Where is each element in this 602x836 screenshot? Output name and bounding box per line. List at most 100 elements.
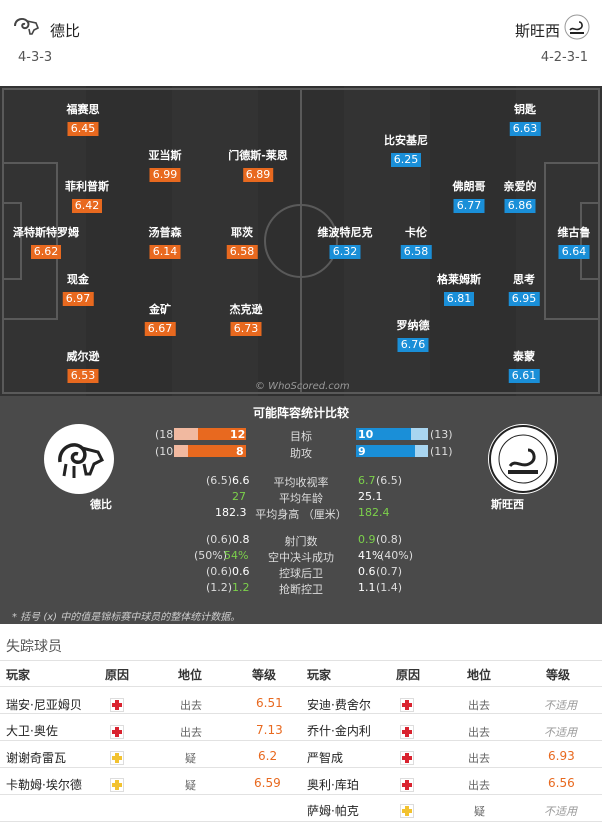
doubt-icon <box>110 751 124 765</box>
away-goals-total: (13) <box>430 428 453 441</box>
player-rating: 6.99 <box>149 168 181 182</box>
home-player[interactable]: 威尔逊 6.53 <box>66 350 100 383</box>
away-player[interactable]: 亲爱的 6.86 <box>503 180 537 213</box>
player-rating: 6.95 <box>508 292 540 306</box>
player-rating: 6.62 <box>30 245 62 259</box>
player-name[interactable]: 安迪·费舍尔 <box>307 698 371 712</box>
away-goals-bar <box>356 428 411 440</box>
home-player[interactable]: 亚当斯 6.99 <box>148 149 182 182</box>
player-rating: 6.81 <box>443 292 475 306</box>
player-rating: 6.14 <box>149 245 181 259</box>
player-name[interactable]: 大卫·奥佐 <box>6 724 58 738</box>
player-rating: 6.64 <box>558 245 590 259</box>
player-rating: 6.58 <box>400 245 432 259</box>
player-rating: 6.67 <box>144 322 176 336</box>
player-name[interactable]: 奥利·库珀 <box>307 778 359 792</box>
col-player[interactable]: 玩家 <box>307 668 332 682</box>
col-status[interactable]: 地位 <box>467 668 492 682</box>
home-goals: 12 <box>230 428 246 441</box>
player-rating: 6.63 <box>509 122 541 136</box>
col-player[interactable]: 玩家 <box>6 668 31 682</box>
away-player[interactable]: 比安基尼 6.25 <box>384 134 428 167</box>
home-goals-bar <box>198 428 246 440</box>
injury-icon <box>110 725 124 739</box>
player-rating: 6.73 <box>230 322 262 336</box>
col-rating[interactable]: 等级 <box>546 668 571 682</box>
comparison-title: 可能阵容统计比较 <box>252 406 349 420</box>
away-six-yard-box <box>580 202 600 280</box>
home-player[interactable]: 现金 6.97 <box>62 273 94 306</box>
home-badge <box>44 424 114 494</box>
away-team-label: 斯旺西 <box>491 498 524 511</box>
divider <box>0 660 602 661</box>
home-player[interactable]: 耶茨 6.58 <box>226 226 258 259</box>
injury-icon <box>400 751 414 765</box>
home-assists-bar <box>188 445 246 457</box>
divider <box>0 713 602 714</box>
goals-label: 目标 <box>290 430 312 443</box>
doubt-icon <box>110 778 124 792</box>
away-player[interactable]: 钥匙 6.63 <box>509 103 541 136</box>
home-team-label: 德比 <box>90 498 112 511</box>
injury-icon <box>400 698 414 712</box>
away-formation: 4-2-3-1 <box>540 50 588 65</box>
away-assists-total: (11) <box>430 445 453 458</box>
doubt-icon <box>400 804 414 818</box>
divider <box>0 767 602 768</box>
away-player[interactable]: 罗纳德 6.76 <box>396 319 430 352</box>
away-player[interactable]: 佛朗哥 6.77 <box>452 180 486 213</box>
divider <box>0 740 602 741</box>
away-player[interactable]: 维古鲁 6.64 <box>557 226 591 259</box>
lineup-comparison: 可能阵容统计比较 德比 斯旺西 (18) 12 目标 10 (13) (10) … <box>0 396 602 624</box>
player-rating: 6.97 <box>62 292 94 306</box>
player-name[interactable]: 严智成 <box>307 751 344 765</box>
ram-icon <box>14 17 40 35</box>
injury-icon <box>400 778 414 792</box>
away-player[interactable]: 维波特尼克 6.32 <box>317 226 373 259</box>
match-header: 德比 4-3-3 斯旺西 4-2-3-1 <box>0 0 602 86</box>
home-player[interactable]: 门德斯-莱恩 6.89 <box>228 149 288 182</box>
assists-label: 助攻 <box>290 447 312 460</box>
away-goals: 10 <box>358 428 374 441</box>
missing-title: 失踪球员 <box>6 639 62 655</box>
missing-players: 失踪球员 玩家 原因 地位 等级 玩家 原因 地位 等级 瑞安·尼亚姆贝 出去 … <box>0 624 602 836</box>
away-team-name[interactable]: 斯旺西 <box>514 22 560 40</box>
ram-icon <box>58 443 105 478</box>
col-reason[interactable]: 原因 <box>396 668 421 682</box>
home-formation: 4-3-3 <box>18 50 53 65</box>
watermark: © WhoScored.com <box>255 381 350 392</box>
home-player[interactable]: 菲利普斯 6.42 <box>65 180 109 213</box>
divider <box>0 821 602 822</box>
home-player[interactable]: 杰克逊 6.73 <box>229 303 263 336</box>
injury-icon <box>400 725 414 739</box>
footnote: * 括号 (x) 中的值是锦标赛中球员的整体统计数据。 <box>12 612 241 623</box>
away-player[interactable]: 卡伦 6.58 <box>400 226 432 259</box>
away-assists: 9 <box>358 445 366 458</box>
away-player[interactable]: 泰蒙 6.61 <box>508 350 540 383</box>
player-rating: 6.77 <box>453 199 485 213</box>
home-player[interactable]: 福赛思 6.45 <box>66 103 100 136</box>
player-name[interactable]: 谢谢奇雷瓦 <box>6 751 67 765</box>
home-player[interactable]: 泽特斯特罗姆 6.62 <box>13 226 79 259</box>
player-rating: 6.58 <box>226 245 258 259</box>
col-status[interactable]: 地位 <box>178 668 203 682</box>
player-name[interactable]: 乔什·金内利 <box>307 724 371 738</box>
injury-icon <box>110 698 124 712</box>
away-player[interactable]: 思考 6.95 <box>508 273 540 306</box>
player-name[interactable]: 瑞安·尼亚姆贝 <box>6 698 82 712</box>
player-rating: 6.25 <box>390 153 422 167</box>
player-name[interactable]: 卡勒姆·埃尔德 <box>6 778 82 792</box>
home-player[interactable]: 金矿 6.67 <box>144 303 176 336</box>
col-rating[interactable]: 等级 <box>252 668 277 682</box>
col-reason[interactable]: 原因 <box>105 668 130 682</box>
swan-icon <box>489 425 557 493</box>
player-rating: 6.32 <box>329 245 361 259</box>
player-rating: 6.42 <box>71 199 103 213</box>
home-player[interactable]: 汤普森 6.14 <box>148 226 182 259</box>
player-rating: 6.53 <box>67 369 99 383</box>
player-name[interactable]: 萨姆·帕克 <box>307 804 359 818</box>
away-player[interactable]: 格莱姆斯 6.81 <box>437 273 481 306</box>
divider <box>0 686 602 687</box>
home-team-name[interactable]: 德比 <box>50 22 81 40</box>
divider <box>0 794 602 795</box>
